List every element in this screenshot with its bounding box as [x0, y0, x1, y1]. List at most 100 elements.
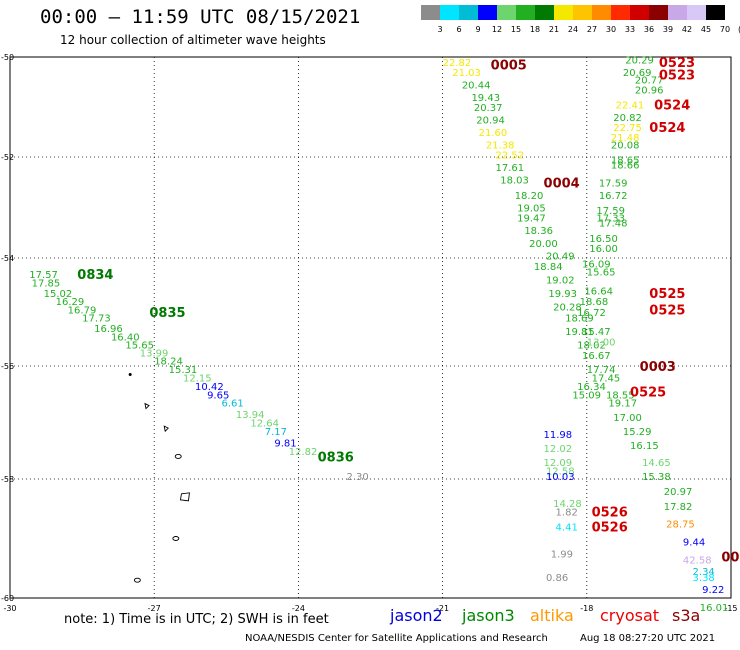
island-shape	[179, 492, 190, 502]
wave-height-value: 2.34	[693, 567, 715, 578]
wave-height-value: 21.48	[611, 133, 640, 144]
scale-swatch	[478, 5, 497, 20]
scale-label: 12	[491, 25, 503, 34]
island-shape	[163, 425, 169, 433]
pass-time-label: 0524	[654, 99, 690, 114]
scale-label: 27	[586, 25, 598, 34]
wave-height-value: 10.42	[195, 382, 224, 393]
scale-swatch	[611, 5, 630, 20]
wave-height-value: 15.31	[169, 365, 198, 376]
wave-height-value: 17.00	[613, 413, 642, 424]
wave-height-value: 1.99	[551, 549, 573, 560]
wave-height-value: 16.72	[577, 308, 606, 319]
wave-height-value: 16.79	[68, 305, 97, 316]
pass-time-label: 0836	[318, 450, 354, 465]
wave-height-value: 22.52	[495, 151, 524, 162]
pass-time-label: 0524	[649, 121, 685, 136]
wave-height-value: 20.44	[462, 81, 491, 92]
wave-height-value: 16.15	[630, 441, 659, 452]
wave-height-value: 16.00	[589, 244, 618, 255]
wave-height-value: 12.64	[250, 419, 279, 430]
wave-height-value: 19.17	[608, 399, 637, 410]
wave-height-value: 15.02	[44, 289, 73, 300]
scale-swatch	[516, 5, 535, 20]
wave-height-value: 16.96	[94, 324, 123, 335]
wave-height-value: 19.47	[517, 214, 546, 225]
lon-tick-label: -18	[580, 604, 593, 613]
scale-label: 24	[567, 25, 579, 34]
wave-height-value: 14.28	[553, 499, 582, 510]
scale-label: 36	[643, 25, 655, 34]
wave-height-value: 16.34	[577, 382, 606, 393]
wave-height-value: 1.82	[556, 508, 578, 519]
scale-label: 45	[700, 25, 712, 34]
wave-height-value: 18.65	[611, 156, 640, 167]
wave-height-value: 15.38	[642, 472, 671, 483]
wave-height-value: 21.38	[486, 141, 515, 152]
wave-height-value: 20.37	[474, 103, 503, 114]
wave-height-value: 19.05	[517, 204, 546, 215]
wave-height-value: 12.58	[546, 467, 575, 478]
scale-swatch	[440, 5, 459, 20]
scale-swatch	[592, 5, 611, 20]
wave-height-value: 4.41	[556, 523, 578, 534]
wave-height-value: 20.96	[635, 86, 664, 97]
lon-tick-label: -21	[436, 604, 449, 613]
island-shape	[128, 372, 132, 376]
lat-tick-label: -58	[1, 475, 14, 484]
wave-height-value: 10.03	[546, 472, 575, 483]
wave-height-value: 20.08	[611, 141, 640, 152]
wave-height-value: 17.45	[592, 373, 621, 384]
satellite-name: jason3	[462, 606, 515, 625]
lon-tick-label: -27	[148, 604, 161, 613]
map-axis-labels: -50 -52 -54 -56 -58 -60-30 -27 -24 -21 -18 -15	[1, 53, 738, 613]
wave-height-value: 21.03	[452, 68, 481, 79]
wave-height-value: 16.50	[589, 234, 618, 245]
wave-height-value: 17.85	[32, 278, 61, 289]
wave-height-value: 12.09	[544, 458, 573, 469]
wave-height-value: 42.58	[683, 555, 712, 566]
wave-height-value: 20.82	[613, 113, 642, 124]
wave-height-value: 17.82	[664, 502, 693, 513]
wave-height-value: 20.49	[546, 251, 575, 262]
credit-line: NOAA/NESDIS Center for Satellite Applica…	[245, 633, 548, 644]
wave-height-value: 12.02	[544, 444, 573, 455]
lon-tick-label: -30	[3, 604, 16, 613]
island-shape	[133, 577, 141, 583]
pass-time-label: 0525	[649, 303, 685, 318]
wave-height-value: 16.29	[56, 297, 85, 308]
scale-label: 70	[719, 25, 731, 34]
pass-time-label: 0523	[659, 56, 695, 71]
wave-height-value: 7.17	[265, 427, 287, 438]
wave-height-value: 17.48	[599, 219, 628, 230]
wave-height-value: 13.94	[236, 410, 265, 421]
scale-swatch	[630, 5, 649, 20]
wave-height-value: 12.82	[289, 447, 318, 458]
wave-height-value: 3.38	[693, 573, 715, 584]
wave-height-value: 18.55	[606, 390, 635, 401]
page-title: 00:00 – 11:59 UTC 08/15/2021	[40, 6, 361, 28]
lat-tick-label: -52	[1, 153, 14, 162]
wave-height-value: 12.15	[183, 373, 212, 384]
wave-height-value: 19.81	[565, 327, 594, 338]
pass-time-label: 0834	[77, 268, 113, 283]
wave-height-value: 28.75	[666, 520, 695, 531]
satellite-name: s3a	[672, 606, 701, 625]
scale-label: 42	[681, 25, 693, 34]
wave-height-value: 17.33	[596, 214, 625, 225]
wave-height-value: 18.02	[577, 340, 606, 351]
wave-height-value: 2.30	[346, 472, 368, 483]
lat-tick-label: -56	[1, 362, 14, 371]
wave-height-value: 14.65	[642, 458, 671, 469]
scale-label: 9	[475, 25, 481, 34]
satellite-name: cryosat	[600, 606, 660, 625]
scale-label: 21	[548, 25, 560, 34]
wave-height-value: 18.84	[534, 262, 563, 273]
island-shape	[144, 402, 150, 410]
wave-height-value: 6.61	[221, 399, 243, 410]
pass-time-label: 0526	[592, 506, 628, 521]
lon-tick-label: -24	[292, 604, 305, 613]
lat-tick-label: -60	[1, 594, 14, 603]
